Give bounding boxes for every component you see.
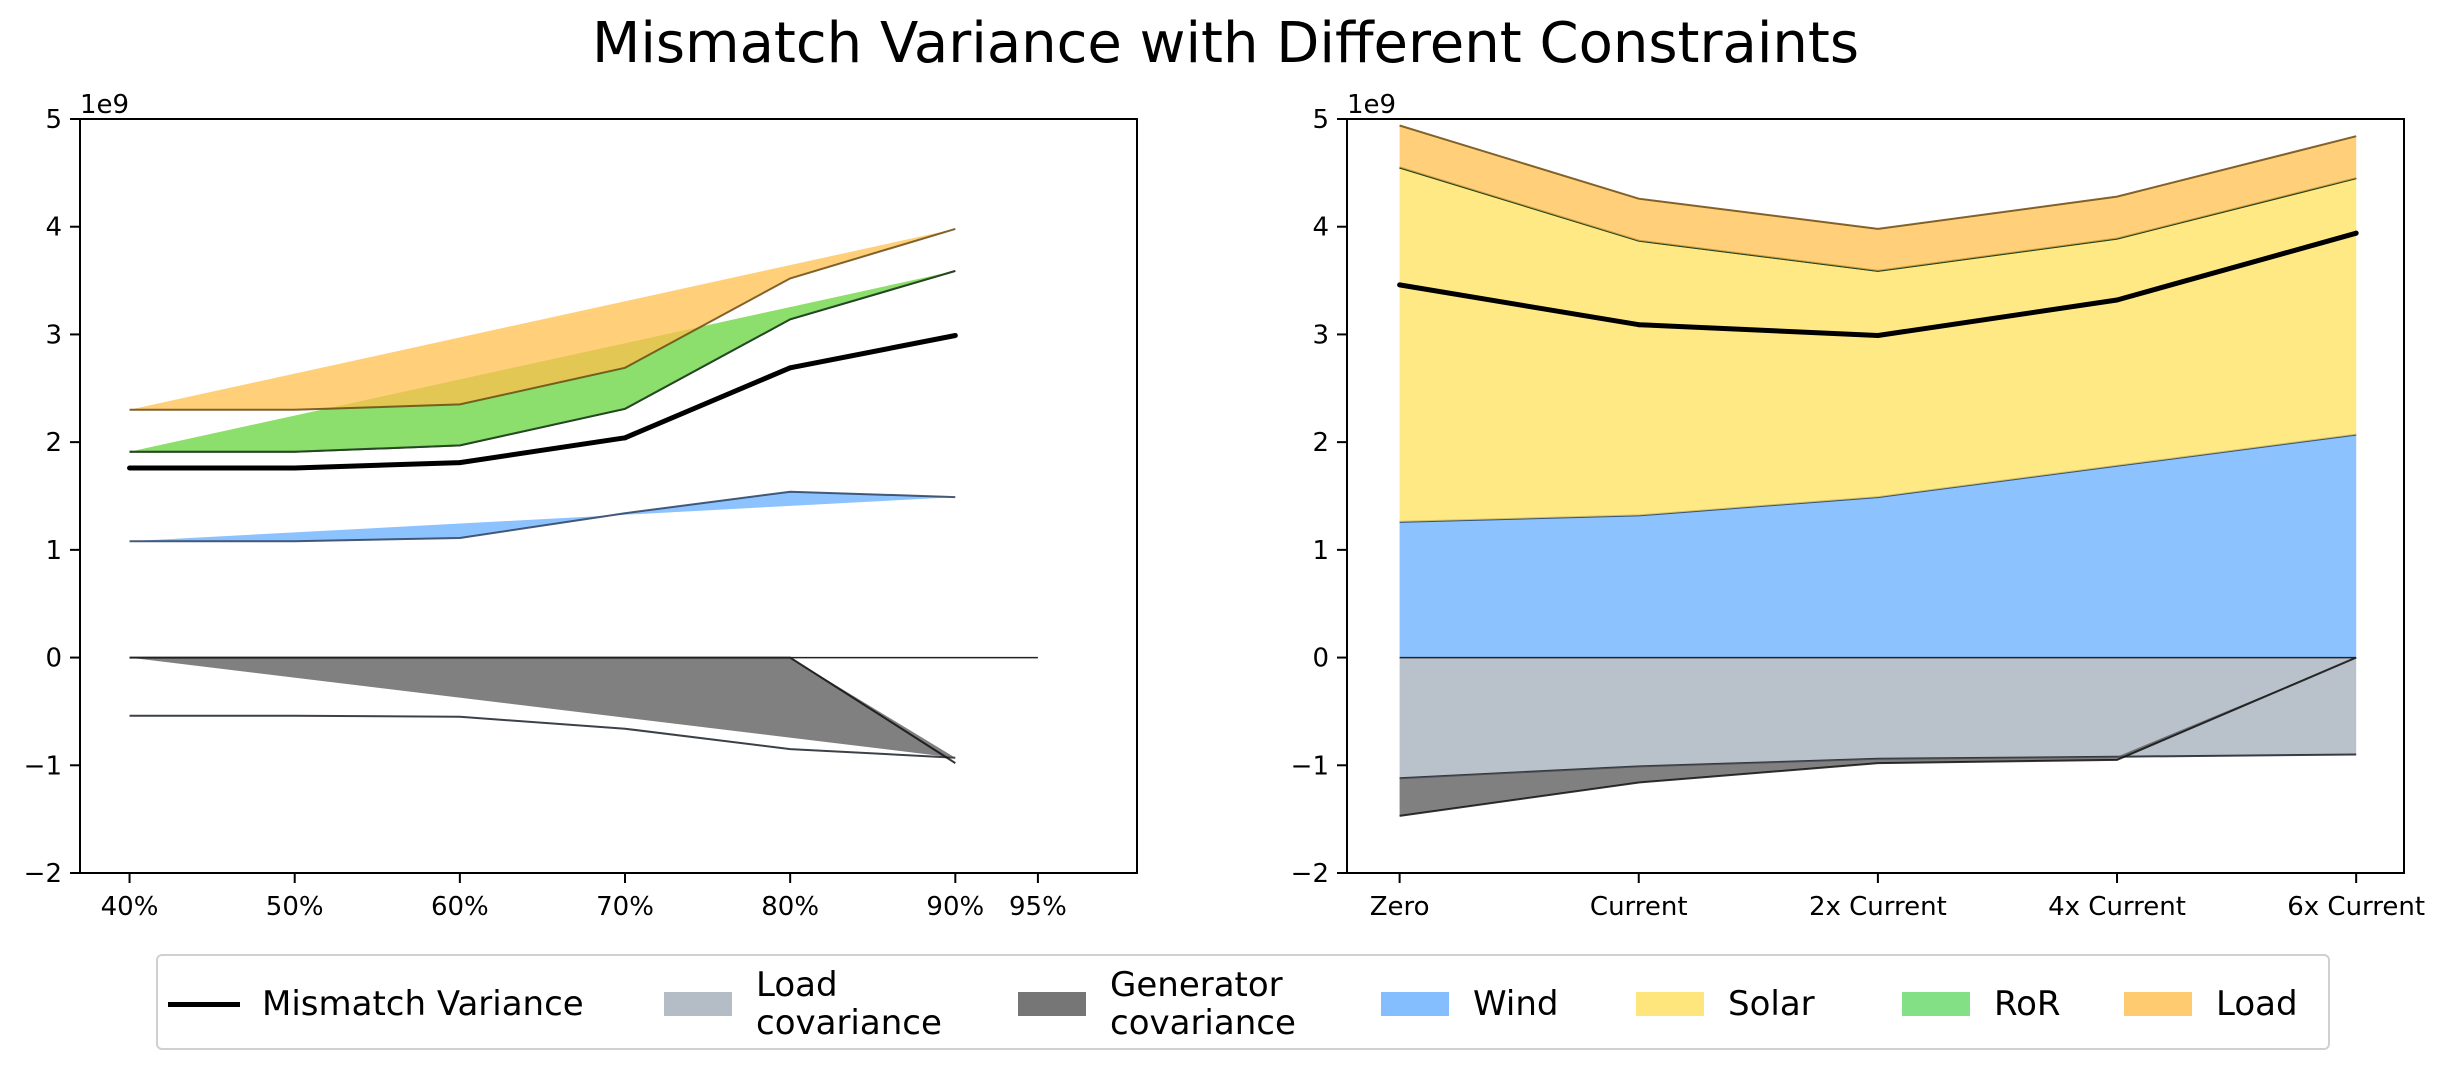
legend-label-ror: RoR xyxy=(1994,984,2061,1024)
area-load_cov xyxy=(1399,657,2357,779)
mismatch-point xyxy=(2114,297,2120,303)
y-tick-label: −1 xyxy=(1291,751,1329,781)
legend-swatch-ror xyxy=(1902,992,1970,1016)
y-tick-label: −2 xyxy=(1291,859,1329,889)
x-tick-label: 80% xyxy=(761,892,819,922)
mismatch-point xyxy=(622,435,628,441)
y-tick-label: 2 xyxy=(45,428,62,458)
mismatch-point xyxy=(1397,282,1403,288)
legend-label-solar: Solar xyxy=(1728,984,1815,1024)
x-tick-label: 60% xyxy=(431,892,489,922)
area-edge-load_cov xyxy=(129,714,956,759)
y-tick-label: 1 xyxy=(1312,536,1329,566)
y-tick-label: 4 xyxy=(1312,213,1329,243)
legend-swatch-mismatch xyxy=(168,1001,240,1007)
y-tick-label: 5 xyxy=(45,105,62,135)
legend-item-load: Load xyxy=(2124,956,2298,1052)
area-wind xyxy=(129,491,956,542)
legend-label-mismatch: Mismatch Variance xyxy=(262,984,584,1024)
area-load xyxy=(129,228,956,410)
area-edge-gen_cov xyxy=(1399,656,2357,817)
x-tick-label: 50% xyxy=(266,892,324,922)
axes-frame xyxy=(1346,118,2405,874)
chart-panel-1: −2 −1 0 1 2 3 4 5 40% 50% 60% 70% 80% 90% 95% 1e9 xyxy=(24,90,1138,922)
y-tick-label: 3 xyxy=(45,320,62,350)
mismatch-point xyxy=(1875,333,1881,339)
legend-swatch-solar xyxy=(1636,992,1704,1016)
area-load xyxy=(1399,125,2357,271)
chart-panel-2: −2 −1 0 1 2 3 4 5 Zero Current 2x Current 4x Curren… xyxy=(1291,90,2425,922)
mismatch-point xyxy=(2353,230,2359,236)
mismatch-point xyxy=(457,460,463,466)
y-tick-label: 0 xyxy=(45,644,62,674)
legend-item-solar: Solar xyxy=(1636,956,1815,1052)
area-edge-load xyxy=(1399,124,2357,230)
mismatch-point xyxy=(952,333,958,339)
x-tick-label: 4x Current xyxy=(2048,892,2186,922)
area-edge-load xyxy=(129,227,956,411)
x-tick-label: 95% xyxy=(1009,892,1067,922)
x-tick-label: 40% xyxy=(101,892,159,922)
y-axis-multiplier: 1e9 xyxy=(1347,90,1396,120)
legend-swatch-gen_cov xyxy=(1018,992,1086,1016)
x-tick-label: 90% xyxy=(926,892,984,922)
x-tick-label: Current xyxy=(1590,892,1688,922)
y-tick-label: 0 xyxy=(1312,644,1329,674)
area-wind xyxy=(1399,434,2357,658)
legend-item-wind: Wind xyxy=(1381,956,1558,1052)
x-tick-label: 6x Current xyxy=(2287,892,2425,922)
mismatch-variance-line xyxy=(129,333,956,471)
y-tick-label: 3 xyxy=(1312,320,1329,350)
chart-title: Mismatch Variance with Different Constra… xyxy=(592,11,1859,76)
y-tick-label: −2 xyxy=(24,859,62,889)
area-gen_cov xyxy=(1399,657,2357,816)
y-tick-label: 1 xyxy=(45,536,62,566)
x-tick-label: Zero xyxy=(1370,892,1430,922)
legend: Mismatch Variance Load covariance Generato… xyxy=(156,954,2330,1050)
chart-canvas: −2 −1 0 1 2 3 4 5 40% 50% 60% 70% 80% 90% 95% 1e9 −2 −1 0 1… xyxy=(24,90,2425,922)
legend-label-load: Load xyxy=(2216,984,2298,1024)
area-edge-wind xyxy=(129,490,956,543)
y-tick-label: 5 xyxy=(1312,105,1329,135)
legend-label-wind: Wind xyxy=(1473,984,1559,1024)
y-tick-label: 4 xyxy=(45,213,62,243)
mismatch-point xyxy=(787,365,793,371)
axes-frame xyxy=(79,118,1138,874)
legend-item-gen_cov: Generator covariance xyxy=(1018,956,1296,1052)
x-tick-label: 70% xyxy=(596,892,654,922)
y-tick-label: −1 xyxy=(24,751,62,781)
legend-swatch-wind xyxy=(1381,992,1449,1016)
y-axis-multiplier: 1e9 xyxy=(80,90,129,120)
legend-item-mismatch: Mismatch Variance xyxy=(168,956,584,1052)
legend-item-ror: RoR xyxy=(1902,956,2061,1052)
legend-item-load_cov: Load covariance xyxy=(664,956,942,1052)
mismatch-point xyxy=(1636,322,1642,328)
area-solar xyxy=(1399,167,2357,522)
y-tick-label: 2 xyxy=(1312,428,1329,458)
area-edge-ror xyxy=(129,269,956,453)
legend-label-load_cov: Load covariance xyxy=(756,965,942,1043)
legend-label-gen_cov: Generator covariance xyxy=(1110,965,1296,1043)
legend-swatch-load xyxy=(2124,992,2192,1016)
mismatch-point xyxy=(127,465,133,471)
mismatch-point xyxy=(292,465,298,471)
area-gen_cov xyxy=(129,657,956,758)
x-tick-label: 2x Current xyxy=(1809,892,1947,922)
legend-swatch-load_cov xyxy=(664,992,732,1016)
